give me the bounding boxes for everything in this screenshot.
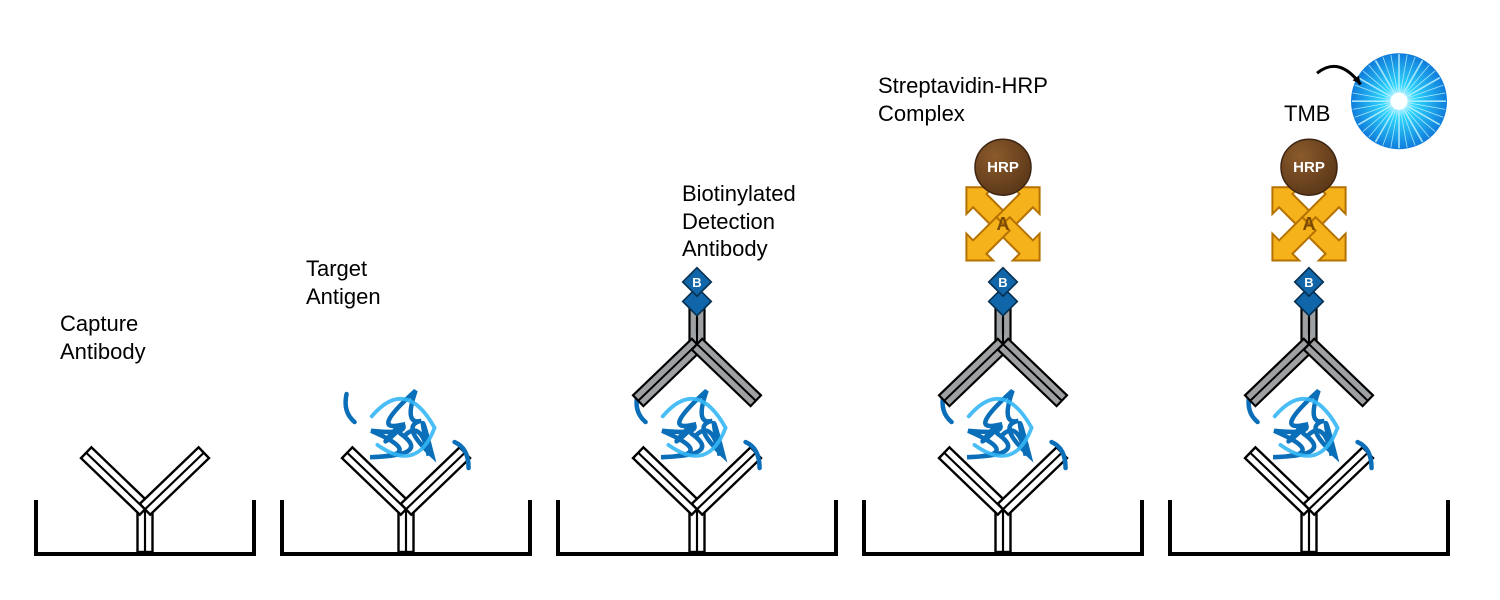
panel-5: B A HRP TMB [1164,40,1454,560]
capture-antibody-icon [633,447,761,552]
hrp-icon: HRP [1281,139,1337,195]
panel-label: TMB [1284,100,1330,128]
svg-text:A: A [1303,214,1316,234]
panel-label: Biotinylated Detection Antibody [682,180,796,263]
hrp-icon: HRP [975,139,1031,195]
detection-antibody-icon [633,301,761,406]
panel-label: Capture Antibody [60,310,146,365]
panel-1: Capture Antibody [30,40,260,560]
biotin-icon: B [1295,268,1324,334]
stack: B [552,40,842,560]
detection-antibody-icon [1245,301,1373,406]
biotin-icon: B [683,268,712,334]
panel-4: B A HRP Streptavidin-HRP Complex [858,40,1148,560]
svg-text:B: B [1304,275,1313,290]
biotin-icon: B [989,268,1018,334]
svg-text:A: A [997,214,1010,234]
tmb-arrow-icon [1317,66,1361,84]
panel-2: Target Antigen [276,40,536,560]
capture-antibody-icon [1245,447,1373,552]
panel-3: B Biotinylated Detection Antibody [552,40,842,560]
capture-antibody-icon [939,447,1067,552]
svg-text:B: B [998,275,1007,290]
svg-text:HRP: HRP [987,159,1019,176]
svg-text:HRP: HRP [1293,159,1325,176]
panel-label: Streptavidin-HRP Complex [878,72,1048,127]
stack [30,40,260,560]
capture-antibody-icon [342,447,470,552]
svg-text:B: B [692,275,701,290]
panel-label: Target Antigen [306,255,381,310]
tmb-starburst-icon [1351,53,1447,149]
capture-antibody-icon [81,447,209,552]
elisa-diagram: Capture Antibody Target Antigen B Biotinyla… [0,0,1500,600]
detection-antibody-icon [939,301,1067,406]
